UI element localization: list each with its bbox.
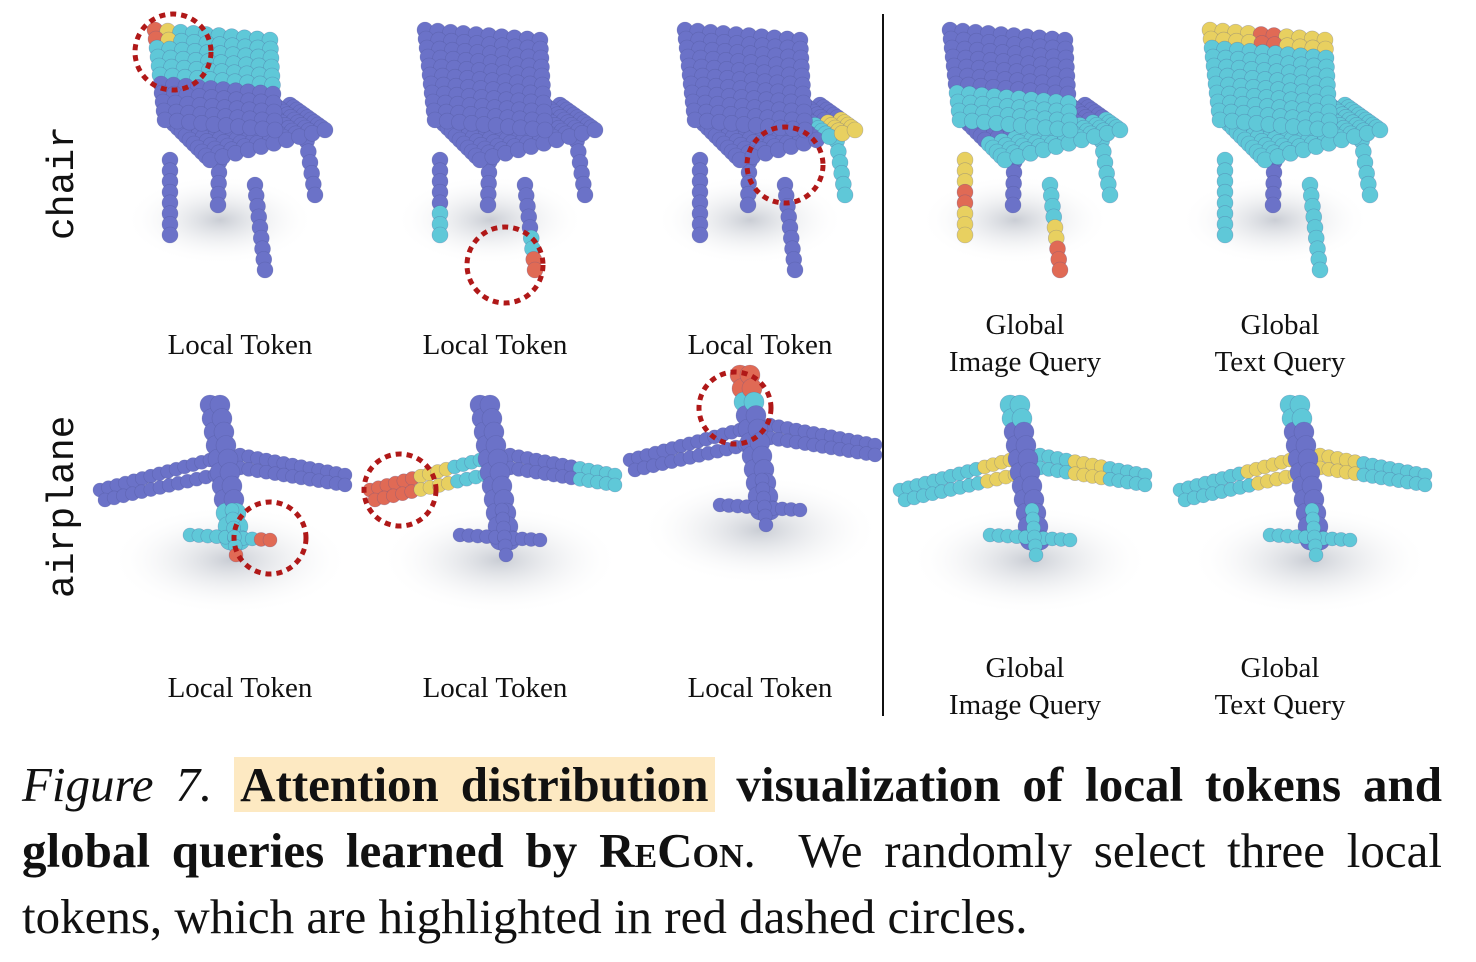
highlighted-phrase: Attention distribution xyxy=(234,757,715,812)
caption-bold-text: visualization of local tokens and global… xyxy=(22,757,1443,878)
panel-caption: Global Text Query xyxy=(1214,652,1346,721)
row-label-chair: chair xyxy=(42,125,85,240)
chair-panel-5 xyxy=(1155,10,1415,310)
caption-period: . xyxy=(743,823,756,878)
chair-panel-3 xyxy=(630,10,880,310)
airplane-point-cloud-image xyxy=(361,394,623,615)
figure-label: Figure 7. xyxy=(22,757,213,812)
airplane-point-cloud-image xyxy=(92,394,353,615)
panel-caption: Global Text Query xyxy=(1214,309,1346,378)
panel-caption: Local Token xyxy=(687,672,833,704)
panel-caption: Local Token xyxy=(422,672,568,704)
panel-caption: Global Image Query xyxy=(948,309,1102,378)
chair-panel-2 xyxy=(370,10,630,310)
figure-caption: Figure 7. Attention distribution visuali… xyxy=(22,752,1442,950)
column-divider xyxy=(882,14,884,716)
chair-point-cloud-image xyxy=(1180,21,1389,279)
chair-point-cloud-image xyxy=(125,11,334,279)
airplane-panel-3 xyxy=(620,360,882,650)
panel-caption: Local Token xyxy=(167,329,313,361)
panel-caption: Local Token xyxy=(687,329,833,361)
airplane-panel-1 xyxy=(90,390,360,650)
figure: chair airplane Local Token Local Token L… xyxy=(42,10,1440,721)
chair-point-cloud-image xyxy=(655,21,864,279)
method-name: ReCon xyxy=(599,823,744,878)
chair-point-cloud-image xyxy=(920,21,1129,279)
caption-plain-text: We randomly select three local tokens, w… xyxy=(22,823,1443,944)
row-label-airplane: airplane xyxy=(42,415,85,598)
airplane-panel-2 xyxy=(360,390,625,650)
panel-caption: Local Token xyxy=(167,672,313,704)
airplane-panel-5 xyxy=(1170,390,1440,650)
panel-caption: Local Token xyxy=(422,329,568,361)
airplane-point-cloud-image xyxy=(1172,394,1433,615)
chair-panel-4 xyxy=(895,10,1155,310)
airplane-point-cloud-image xyxy=(892,394,1153,615)
airplane-panel-4 xyxy=(890,390,1160,650)
airplane-point-cloud-image xyxy=(622,364,882,585)
chair-panel-1 xyxy=(100,10,370,310)
panel-caption: Global Image Query xyxy=(948,652,1102,721)
chair-point-cloud-image xyxy=(395,21,604,306)
